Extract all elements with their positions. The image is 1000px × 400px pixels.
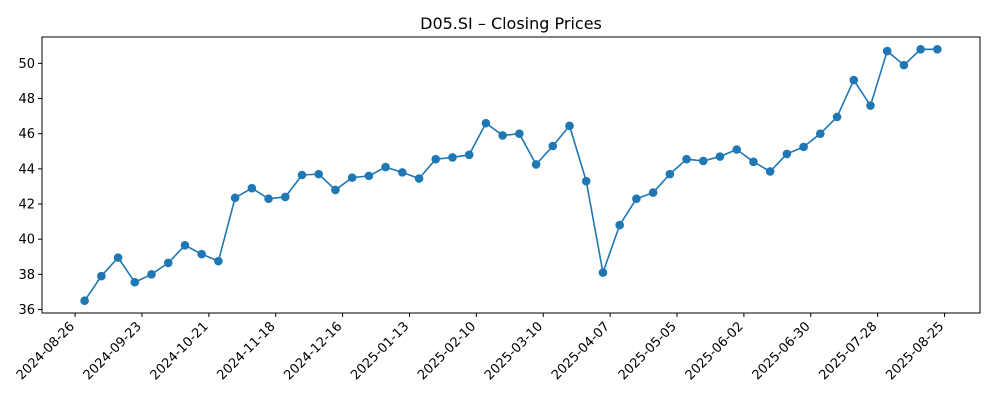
data-point	[113, 253, 123, 262]
data-point	[799, 142, 808, 152]
data-point	[414, 174, 424, 183]
y-tick-label: 50	[18, 57, 35, 72]
data-point	[765, 167, 775, 176]
chart-title: D05.SI – Closing Prices	[420, 14, 602, 33]
plot-frame	[41, 36, 981, 314]
data-point	[214, 256, 223, 266]
price-series	[80, 45, 942, 305]
data-point	[531, 160, 541, 169]
data-point	[264, 194, 273, 204]
data-point	[665, 169, 675, 179]
y-tick-label: 48	[18, 92, 35, 107]
data-point	[581, 176, 591, 186]
data-point	[381, 162, 390, 172]
data-point	[899, 60, 909, 70]
data-point	[682, 154, 691, 164]
data-point	[163, 258, 173, 268]
data-point	[347, 173, 357, 182]
data-point	[481, 118, 491, 128]
data-point	[464, 150, 474, 160]
data-point	[398, 168, 407, 177]
data-point	[280, 192, 290, 202]
data-point	[816, 129, 825, 138]
y-tick-label: 38	[18, 268, 35, 283]
data-point	[197, 249, 206, 259]
data-point	[698, 156, 708, 166]
data-point	[832, 112, 842, 122]
y-tick-label: 40	[18, 233, 35, 248]
data-point	[498, 131, 507, 140]
series-line	[83, 48, 938, 302]
data-point	[715, 152, 725, 161]
y-tick-label: 42	[18, 198, 35, 213]
data-point	[632, 194, 641, 204]
data-point	[147, 270, 156, 279]
data-point	[648, 188, 658, 197]
data-point	[916, 45, 925, 54]
data-point	[615, 220, 624, 230]
data-point	[882, 46, 892, 56]
data-point	[247, 183, 257, 193]
data-point	[431, 154, 441, 164]
data-point	[565, 121, 574, 131]
data-point	[548, 141, 558, 151]
data-point	[732, 145, 742, 154]
data-point	[331, 185, 340, 195]
data-point	[933, 45, 942, 54]
data-point	[297, 170, 307, 180]
data-point	[230, 193, 240, 203]
y-tick-label: 36	[18, 303, 35, 318]
data-point	[598, 268, 608, 277]
data-point	[314, 169, 324, 179]
data-point	[448, 153, 457, 162]
data-point	[515, 129, 524, 138]
data-point	[97, 271, 106, 281]
y-axis: 36 38 40 42 44 46 48 50	[18, 57, 42, 318]
data-point	[364, 171, 374, 181]
data-point	[849, 75, 859, 85]
data-point	[180, 241, 190, 250]
data-point	[866, 101, 875, 110]
data-point	[130, 277, 140, 287]
data-point	[80, 296, 89, 305]
y-tick-label: 46	[18, 127, 35, 142]
data-point	[782, 149, 792, 159]
y-tick-label: 44	[18, 162, 35, 177]
data-point	[749, 157, 758, 167]
